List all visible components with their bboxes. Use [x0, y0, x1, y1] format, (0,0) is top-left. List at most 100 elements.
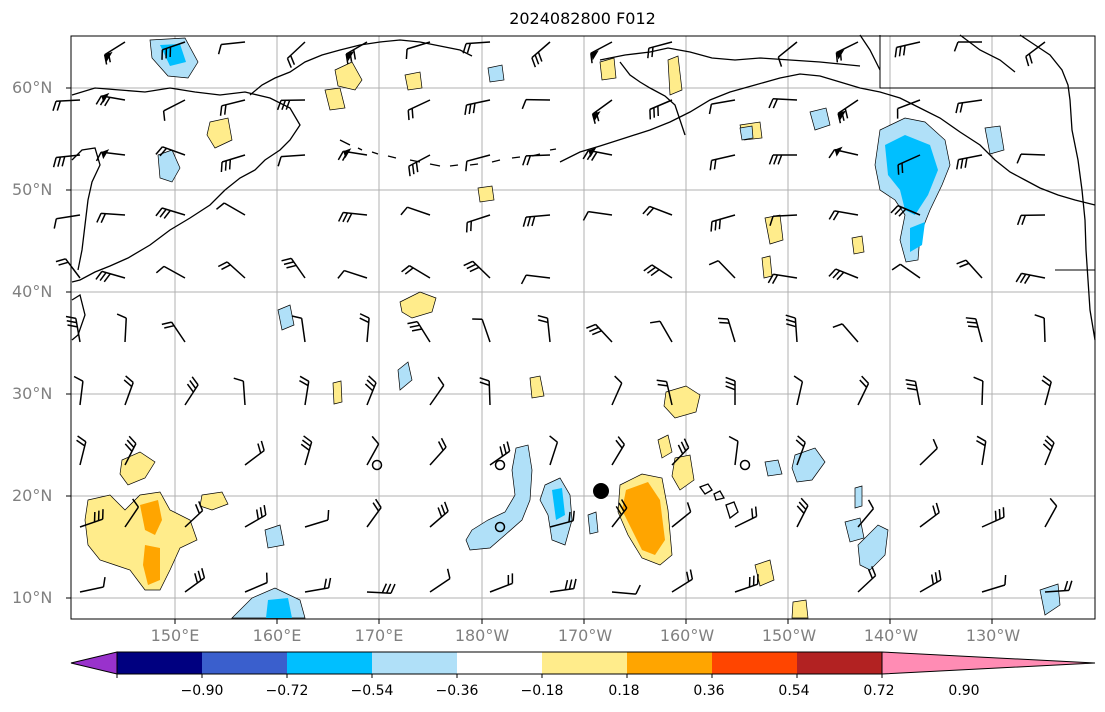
wind-barb [905, 379, 921, 406]
wind-barb [521, 98, 551, 110]
wind-barb [304, 509, 330, 528]
colorbar-segment [202, 652, 287, 674]
wind-barb [337, 269, 368, 279]
wind-barb [79, 509, 104, 528]
lat-label-10n: 10°N [12, 588, 53, 607]
wind-barb [768, 97, 798, 109]
positive-anomaly-patch [761, 255, 773, 279]
axis-ticks [66, 87, 993, 624]
positive-anomaly-core [140, 500, 162, 585]
wind-barb [973, 376, 984, 406]
cyclone-marker-open [494, 521, 506, 533]
wind-barb [1041, 375, 1052, 406]
wind-barb [649, 99, 673, 120]
wind-barb [828, 210, 859, 221]
wind-barb [52, 99, 81, 112]
cyclone-marker-open [494, 459, 506, 471]
wind-barb [479, 377, 491, 406]
wind-barb [400, 206, 431, 216]
wind-barb [429, 437, 447, 466]
positive-anomaly-patch [529, 375, 545, 399]
cyclone-marker-large [593, 483, 609, 499]
wind-barb [894, 41, 921, 58]
cyclone-markers [371, 459, 751, 533]
wind-barb [642, 205, 673, 216]
wind-barb [857, 375, 870, 406]
negative-anomaly-patch [791, 447, 826, 483]
wind-barb [777, 41, 798, 67]
wind-barb [591, 99, 613, 124]
wind-barb [795, 435, 806, 466]
wind-barb [647, 41, 673, 59]
wind-barb [956, 259, 983, 279]
wind-barb [835, 41, 859, 63]
wind-barb [366, 435, 380, 466]
wind-barb [891, 263, 921, 279]
wind-barb [650, 320, 673, 343]
negative-anomaly-patch [809, 107, 831, 131]
positive-anomaly-patch [404, 71, 423, 91]
negative-anomaly-patch [844, 517, 865, 543]
wind-barb [981, 507, 1005, 528]
negative-anomaly-patch [854, 485, 863, 509]
positive-anomaly-patch [332, 380, 343, 405]
wind-barb [956, 154, 983, 170]
wind-barb [65, 315, 81, 343]
wind-barb [215, 202, 246, 216]
wind-barb [837, 99, 859, 124]
lon-label-180w: 180°W [454, 626, 510, 645]
cyclone-marker-open [371, 459, 383, 471]
wind-barb [281, 257, 306, 279]
wind-barb [366, 498, 382, 528]
colorbar-tick-label: −0.54 [350, 683, 394, 699]
wind-barb [549, 435, 559, 466]
wind-barb [155, 146, 186, 157]
colorbar-tick-label: 0.36 [693, 683, 725, 699]
wind-barb [244, 440, 265, 466]
negative-anomaly-patch [764, 459, 783, 477]
wind-barb [708, 99, 736, 115]
positive-anomaly-patch [851, 235, 865, 255]
colorbar-segment [117, 652, 202, 674]
wind-barb [155, 207, 186, 219]
wind-barb [1034, 314, 1046, 343]
wind-barb [286, 41, 306, 68]
wind-barb [359, 313, 370, 343]
wind-barb [785, 314, 798, 343]
positive-anomaly-patch [334, 61, 363, 91]
negative-anomaly-patch [157, 149, 181, 183]
negative-anomaly-patch [587, 511, 599, 535]
colorbar-segment [542, 652, 627, 674]
colorbar-tick-label: −0.36 [435, 683, 479, 699]
wind-barb [123, 375, 134, 406]
wind-barb [708, 260, 736, 279]
wind-barb [55, 258, 81, 279]
colorbar-segment [457, 652, 542, 674]
wind-barb [184, 501, 204, 528]
negative-anomaly-patch [397, 361, 413, 391]
wind-barb [103, 41, 126, 65]
wind-barb [124, 435, 137, 466]
wind-barb [76, 435, 87, 466]
negative-anomaly-patch [1039, 583, 1061, 616]
wind-barb [244, 572, 268, 593]
wind-barb [364, 375, 377, 406]
wind-barb [717, 317, 736, 343]
lat-label-60n: 60°N [12, 78, 53, 97]
wind-barb [522, 154, 551, 166]
wind-barb [464, 99, 491, 115]
wind-barb [345, 41, 368, 64]
wind-barb [671, 438, 690, 466]
positive-anomaly-patch [199, 491, 229, 511]
wind-barb [291, 315, 306, 343]
wind-barb [161, 41, 186, 60]
lon-label-130w: 130°W [965, 626, 1021, 645]
wind-barb [96, 212, 126, 224]
anomaly-contours [84, 37, 1061, 619]
wind-barb [728, 435, 739, 466]
wind-barb [953, 41, 982, 52]
lon-label-160e: 160°E [252, 626, 302, 645]
wind-barb [955, 99, 983, 114]
colorbar-tick-label: −0.18 [520, 683, 564, 699]
negative-anomaly-patch [739, 125, 754, 141]
